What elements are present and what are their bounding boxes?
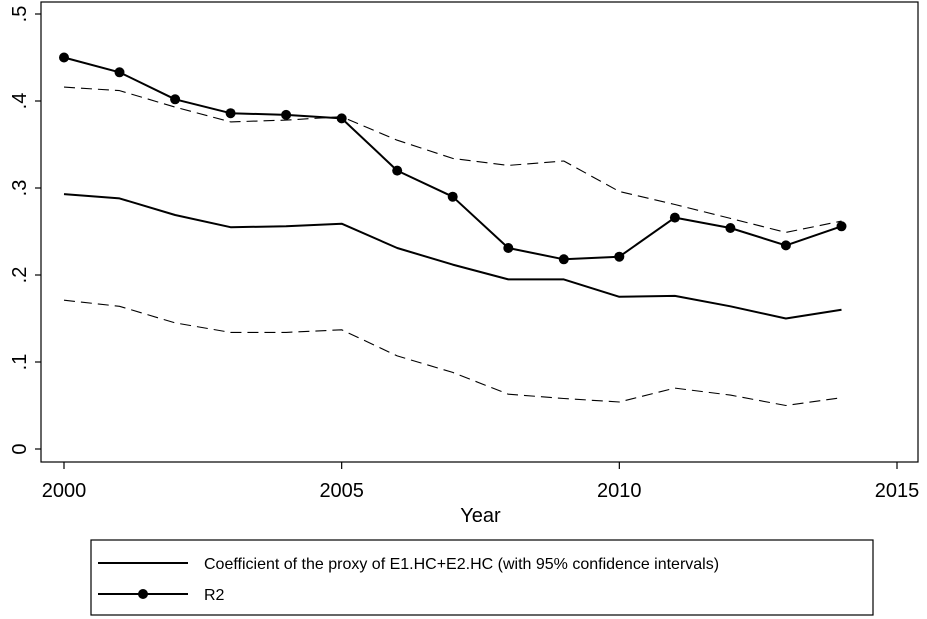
series-point-r2-2014 [836, 221, 847, 232]
y-tick-label-0: 0 [9, 443, 31, 454]
series-point-r2-2010 [614, 251, 625, 262]
series-line-coefficient [63, 193, 842, 320]
series-point-r2-2003 [225, 108, 236, 119]
series-point-r2-2001 [114, 67, 125, 78]
legend-marker-r2 [138, 589, 148, 599]
chart-axes: 0 .1 .2 .3 .4 .5 2000 2005 2010 2015 [9, 6, 919, 502]
chart-marks [59, 52, 847, 407]
series-point-r2-2011 [669, 212, 680, 223]
series-line-ci-upper [63, 86, 842, 233]
series-point-r2-2002 [170, 94, 181, 105]
y-tick-label-.2: .2 [9, 267, 31, 284]
legend: Coefficient of the proxy of E1.HC+E2.HC … [90, 539, 874, 616]
x-tick-label-2015: 2015 [875, 480, 920, 502]
legend-label-coefficient: Coefficient of the proxy of E1.HC+E2.HC … [204, 556, 719, 573]
y-tick-label-.3: .3 [9, 180, 31, 197]
x-tick-label-2010: 2010 [597, 480, 642, 502]
series-point-r2-2012 [725, 223, 736, 233]
series-point-r2-2005 [336, 113, 347, 124]
y-tick-label-.4: .4 [9, 93, 31, 110]
series-point-r2-2004 [281, 109, 292, 120]
series-point-r2-2000 [59, 52, 69, 63]
y-tick-label-.5: .5 [9, 6, 31, 23]
x-tick-label-2005: 2005 [319, 480, 364, 502]
series-point-r2-2008 [503, 243, 514, 253]
legend-frame [90, 539, 874, 616]
series-point-r2-2013 [780, 240, 791, 251]
legend-label-r2: R2 [204, 587, 225, 604]
series-line-ci-lower [63, 299, 842, 407]
y-tick-label-.1: .1 [9, 354, 31, 371]
series-point-r2-2007 [447, 191, 458, 202]
plot-area-frame [40, 1, 919, 463]
series-point-r2-2006 [392, 165, 403, 176]
x-tick-label-2000: 2000 [42, 480, 87, 502]
x-axis-title: Year [460, 505, 501, 527]
series-point-r2-2009 [558, 254, 569, 265]
